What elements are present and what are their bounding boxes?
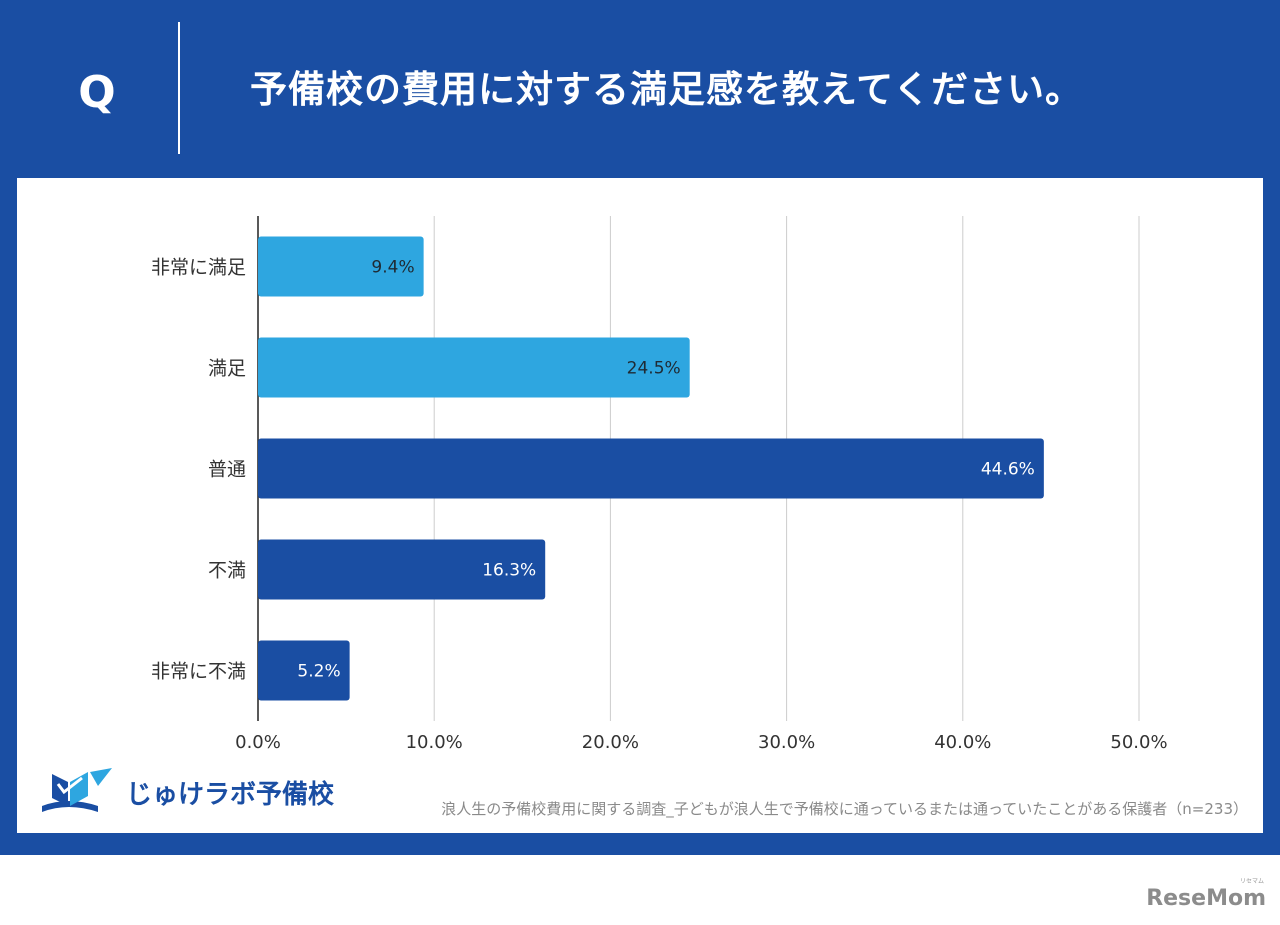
header-divider [178, 22, 180, 154]
chart-panel: 0.0% 10.0% 20.0% 30.0% 40.0% 50.0% 9.4% 非常に満足 24… [17, 178, 1263, 833]
x-tick-label: 50.0% [1110, 732, 1167, 753]
bar-chart: 0.0% 10.0% 20.0% 30.0% 40.0% 50.0% 9.4% 非常に満足 24… [151, 216, 1168, 753]
bar-value-label: 9.4% [371, 258, 414, 278]
bar-value-label: 24.5% [627, 359, 681, 379]
bar-value-label: 16.3% [482, 561, 536, 581]
x-tick-label: 10.0% [406, 732, 463, 753]
category-label: 非常に不満 [151, 661, 246, 683]
book-logo-icon [42, 768, 112, 812]
category-label: 不満 [208, 560, 246, 582]
watermark-ruby: リセマム [1239, 878, 1264, 885]
bar [258, 438, 1044, 499]
category-label: 普通 [208, 459, 246, 481]
x-tick-label: 20.0% [582, 732, 639, 753]
question-label: Q [78, 67, 116, 118]
x-tick-label: 0.0% [235, 732, 281, 753]
x-tick-label: 30.0% [758, 732, 815, 753]
header-frame: Q 予備校の費用に対する満足感を教えてください。 0.0% 10.0% 20.0% 3… [0, 0, 1280, 855]
bar-value-label: 44.6% [981, 460, 1035, 480]
question-title: 予備校の費用に対する満足感を教えてください。 [250, 68, 1084, 111]
bar-value-label: 5.2% [297, 662, 340, 682]
brand-logo: じゅけラボ予備校 [38, 766, 334, 818]
bar [258, 640, 350, 701]
source-note: 浪人生の予備校費用に関する調査_子どもが浪人生で予備校に通っているまたは通ってい… [441, 800, 1248, 818]
bar [258, 337, 690, 398]
x-tick-label: 40.0% [934, 732, 991, 753]
resemom-watermark: ReseMom [1146, 886, 1266, 911]
category-label: 満足 [208, 358, 246, 380]
bar [258, 539, 546, 600]
logo-text: じゅけラボ予備校 [126, 779, 335, 810]
category-label: 非常に満足 [151, 257, 246, 279]
bar [258, 236, 424, 297]
